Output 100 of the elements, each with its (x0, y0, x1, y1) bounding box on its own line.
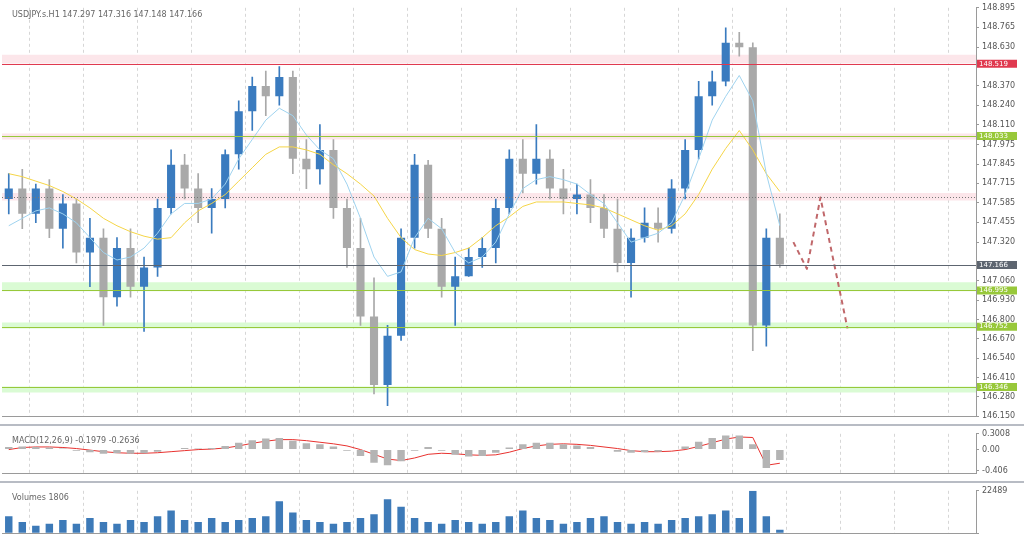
bar (397, 506, 405, 533)
bar (275, 438, 284, 450)
bar (329, 446, 338, 450)
bar (694, 516, 703, 533)
y-tick-label: 22489 (982, 485, 1008, 495)
bar (370, 450, 378, 463)
bar (275, 501, 284, 533)
bar (207, 518, 216, 533)
bar (86, 450, 94, 453)
bar (451, 450, 459, 455)
bar (86, 518, 94, 533)
bar (600, 516, 608, 533)
bar (397, 450, 405, 462)
bar (519, 510, 527, 533)
bar (749, 444, 757, 450)
bar (573, 445, 581, 450)
bar (424, 521, 432, 533)
y-tick-label: 147.585 (982, 197, 1016, 207)
bar (32, 525, 40, 533)
y-tick-label: 147.060 (982, 275, 1016, 285)
bar (519, 444, 527, 450)
bar (640, 521, 649, 533)
bar (140, 450, 148, 454)
candlestick (261, 70, 270, 116)
candlestick (85, 217, 94, 288)
bar (573, 521, 581, 533)
bar (153, 516, 162, 533)
bar (492, 450, 500, 453)
bar (235, 520, 243, 533)
bar (262, 438, 270, 450)
bar (221, 445, 229, 450)
y-tick-label: 148.240 (982, 100, 1016, 110)
bar (180, 520, 189, 533)
y-tick-label: -0.406 (982, 465, 1008, 475)
bar (708, 514, 716, 533)
bar (627, 523, 635, 533)
y-tick-label: 146.280 (982, 391, 1016, 401)
y-tick-label: 0.00 (982, 444, 1000, 454)
bar (492, 521, 500, 533)
bar (532, 518, 541, 533)
bar (99, 521, 108, 533)
y-tick-label: 147.455 (982, 217, 1016, 227)
bar (18, 446, 27, 450)
bar (72, 523, 81, 533)
y-tick-label: 148.370 (982, 80, 1016, 90)
bar (370, 514, 378, 533)
bar (627, 450, 635, 453)
bar (289, 512, 297, 533)
y-tick-label: 147.320 (982, 237, 1016, 247)
bar (126, 520, 135, 533)
bar (113, 523, 121, 533)
bar (32, 446, 40, 450)
y-tick-label: 148.765 (982, 22, 1016, 32)
bar (316, 444, 324, 450)
bar (383, 499, 392, 533)
bar (221, 521, 229, 533)
y-tick-label: 147.715 (982, 178, 1016, 188)
bar (343, 521, 351, 533)
bar (654, 523, 662, 533)
bar (262, 516, 270, 533)
bar (113, 450, 121, 454)
y-tick-label: 146.930 (982, 295, 1016, 305)
bar (45, 523, 54, 533)
bar (248, 440, 256, 450)
y-tick-label: 146.150 (982, 411, 1016, 421)
bar (681, 446, 689, 450)
bar (383, 450, 392, 466)
bar (140, 521, 148, 533)
bar (722, 435, 730, 450)
bar (776, 529, 784, 533)
bar (302, 443, 311, 450)
bar (762, 516, 771, 533)
bar (356, 450, 365, 456)
bar (559, 444, 568, 450)
bar (194, 521, 202, 533)
bar (302, 520, 311, 533)
bar (59, 520, 67, 533)
bar (559, 523, 568, 533)
chart-title: MACD(12,26,9) -0.1979 -0.2636 (12, 435, 140, 445)
y-tick-label: 0.3008 (982, 428, 1010, 438)
bar (356, 518, 365, 533)
bar (546, 442, 554, 450)
bar (5, 516, 13, 533)
bar (667, 520, 676, 533)
bar (478, 450, 486, 456)
y-tick-label: 148.110 (982, 119, 1016, 129)
bar (329, 523, 338, 533)
bar (708, 438, 716, 450)
y-tick-label: 147.845 (982, 159, 1016, 169)
bar (18, 521, 27, 533)
bar (478, 523, 486, 533)
y-tick-label: 146.410 (982, 372, 1016, 382)
bar (505, 516, 514, 533)
bar (776, 450, 784, 461)
bar (735, 518, 743, 533)
bar (437, 523, 446, 533)
y-tick-label: 146.670 (982, 333, 1016, 343)
bar (167, 510, 175, 533)
y-tick-label: 147.975 (982, 139, 1016, 149)
bar (681, 518, 689, 533)
